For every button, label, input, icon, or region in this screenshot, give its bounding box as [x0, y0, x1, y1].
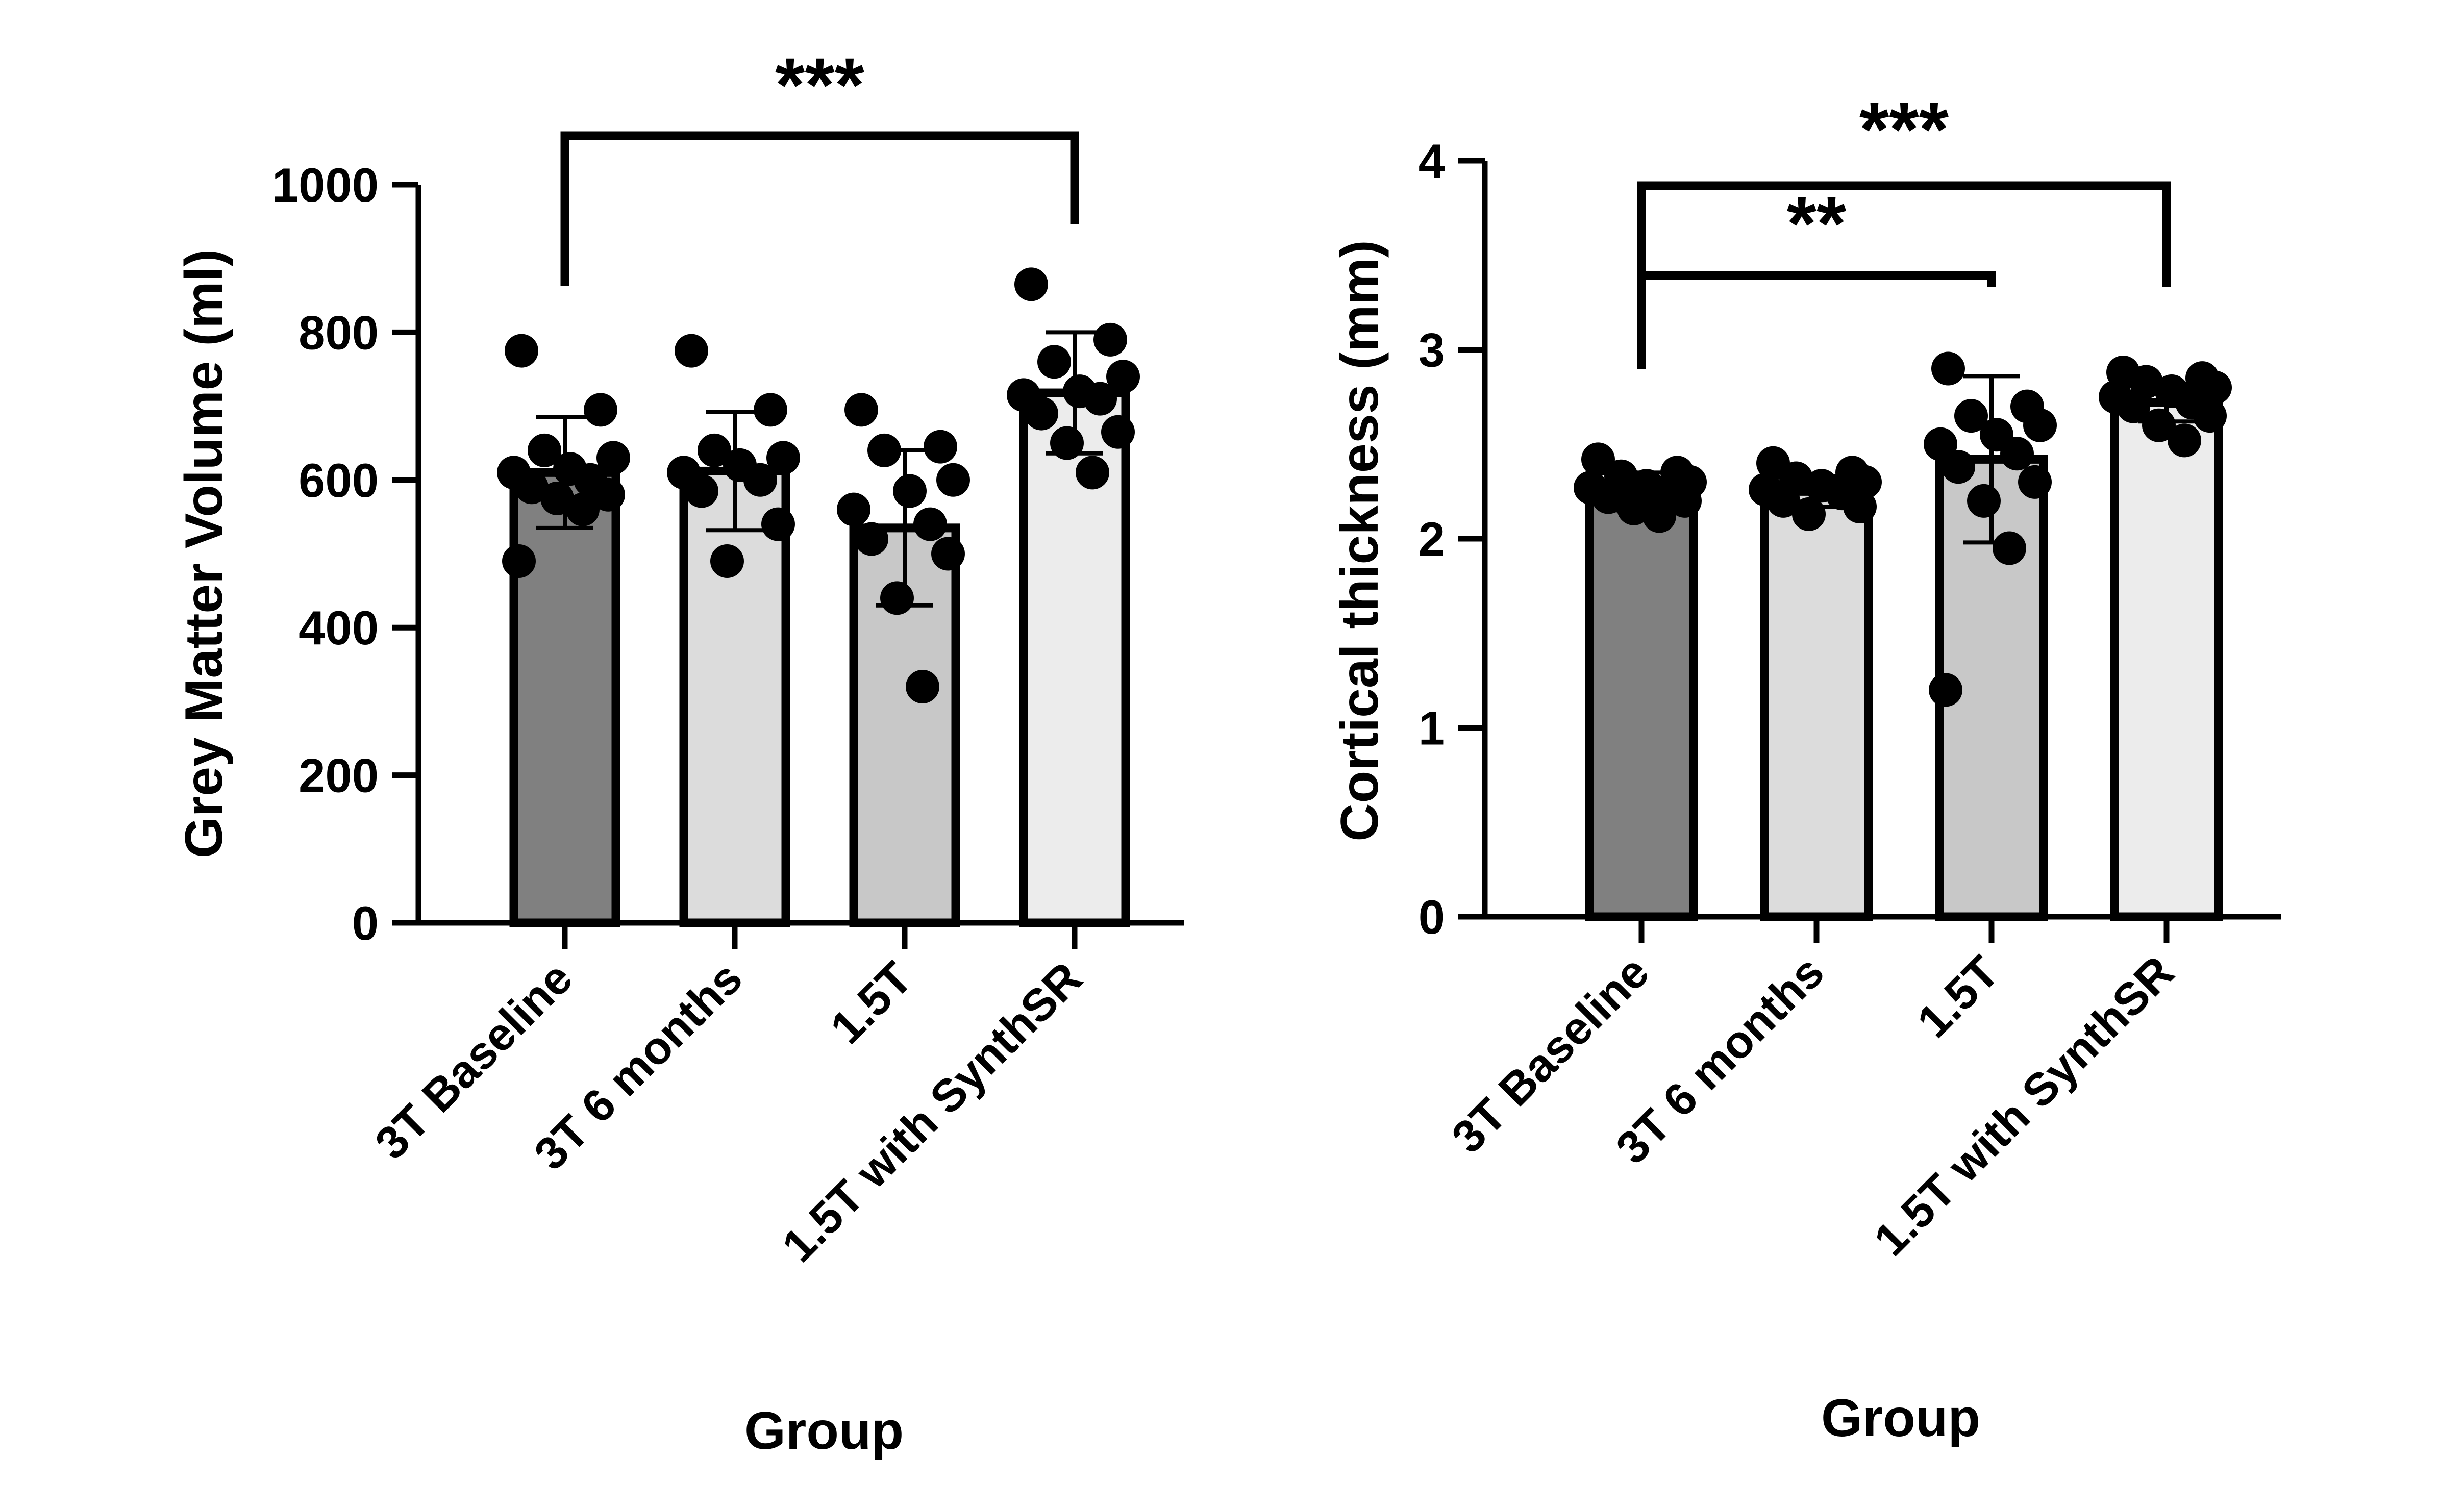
data-point — [1931, 351, 1965, 386]
data-point — [1668, 484, 1702, 518]
significance-label: *** — [775, 42, 865, 128]
data-point — [596, 441, 630, 475]
significance-bracket — [560, 131, 1079, 286]
y-axis-title: Grey Matter Volume (ml) — [175, 249, 234, 858]
data-point — [540, 481, 574, 515]
data-point — [1766, 484, 1800, 518]
y-tick-label: 3 — [1418, 323, 1445, 377]
data-point — [1591, 480, 1625, 514]
data-point — [1929, 673, 1962, 707]
data-point — [1093, 322, 1127, 357]
data-point — [913, 507, 947, 541]
data-point — [710, 544, 744, 578]
data-point — [761, 507, 795, 541]
significance-label: ** — [1787, 181, 1847, 266]
data-point — [2000, 437, 2034, 471]
data-point — [1581, 442, 1615, 476]
data-point — [1942, 450, 1975, 484]
bar-3 — [2110, 398, 2223, 921]
y-tick-label: 1 — [1418, 701, 1445, 755]
data-point — [844, 393, 878, 427]
data-point — [1843, 490, 1877, 524]
y-tick-label: 800 — [298, 306, 379, 359]
data-point — [936, 463, 970, 497]
data-point — [2142, 408, 2176, 442]
data-point — [1642, 499, 1676, 533]
bar-3 — [1019, 388, 1130, 927]
data-point — [2193, 399, 2227, 433]
y-tick-label: 400 — [298, 601, 379, 655]
data-point — [2117, 389, 2150, 423]
data-point — [867, 433, 901, 467]
data-point — [1993, 531, 2026, 565]
data-point — [1954, 399, 1988, 433]
data-point — [837, 492, 870, 526]
significance-bracket — [1637, 271, 1996, 343]
data-point — [675, 334, 708, 368]
data-point — [1014, 267, 1048, 301]
data-point — [1050, 426, 1084, 460]
y-tick-label: 2 — [1418, 512, 1445, 566]
y-axis-title: Cortical thickness (mm) — [1330, 240, 1389, 842]
y-tick-label: 600 — [298, 454, 379, 507]
data-point — [1083, 382, 1117, 416]
data-point — [931, 537, 965, 571]
x-axis-title: Group — [1821, 1389, 1980, 1448]
y-tick-label: 1000 — [272, 158, 379, 212]
data-point — [1076, 456, 1109, 490]
data-point — [502, 544, 536, 578]
y-tick-label: 4 — [1418, 134, 1445, 188]
data-point — [1967, 484, 2001, 518]
data-point — [528, 433, 561, 467]
data-point — [906, 669, 939, 703]
data-point — [880, 581, 914, 615]
data-point — [1792, 497, 1826, 531]
data-point — [1924, 427, 1957, 461]
data-point — [1617, 491, 1651, 525]
data-point — [1101, 415, 1135, 449]
bar-0 — [1585, 487, 1698, 921]
data-point — [584, 393, 617, 427]
data-point — [566, 492, 600, 526]
data-point — [505, 334, 538, 368]
y-tick-label: 200 — [298, 749, 379, 802]
data-point — [685, 474, 718, 508]
data-point — [1025, 396, 1058, 431]
bar-0 — [509, 468, 620, 927]
y-tick-label: 0 — [1418, 890, 1445, 944]
data-point — [698, 433, 731, 467]
data-point — [515, 470, 549, 505]
data-point — [754, 393, 787, 427]
data-point — [855, 522, 888, 556]
data-point — [2168, 423, 2201, 458]
data-point — [2023, 408, 2057, 442]
y-tick-label: 0 — [352, 896, 379, 950]
bar-1 — [1760, 487, 1873, 921]
x-axis-title: Group — [744, 1401, 904, 1461]
data-point — [766, 441, 800, 475]
significance-label: *** — [1859, 86, 1949, 172]
data-point — [1106, 360, 1140, 394]
data-point — [2018, 465, 2052, 499]
data-point — [924, 430, 957, 464]
data-point — [591, 477, 625, 512]
data-point — [743, 463, 777, 497]
data-point — [1037, 345, 1071, 379]
data-point — [893, 474, 927, 508]
